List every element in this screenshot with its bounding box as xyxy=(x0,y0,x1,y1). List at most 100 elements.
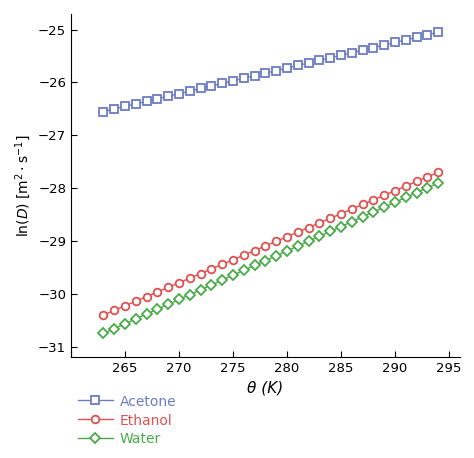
Water xyxy=(435,180,441,185)
Acetone xyxy=(349,50,355,55)
Water xyxy=(392,200,398,205)
Ethanol xyxy=(187,275,193,281)
Water xyxy=(144,311,149,317)
Water xyxy=(187,292,193,297)
Acetone xyxy=(306,60,311,65)
Acetone xyxy=(155,96,160,102)
Water xyxy=(122,321,128,327)
Water xyxy=(230,273,236,278)
Acetone xyxy=(198,86,203,91)
Acetone xyxy=(414,35,419,40)
Ethanol xyxy=(338,211,344,217)
Legend: Acetone, Ethanol, Water: Acetone, Ethanol, Water xyxy=(78,395,176,447)
Ethanol xyxy=(392,188,398,193)
Acetone xyxy=(392,40,398,45)
Ethanol xyxy=(371,197,376,202)
Acetone xyxy=(317,58,322,63)
Water xyxy=(382,204,387,210)
Water xyxy=(295,243,301,249)
Ethanol xyxy=(295,229,301,235)
Ethanol xyxy=(317,220,322,226)
Water xyxy=(371,209,376,215)
Ethanol xyxy=(414,179,419,184)
Ethanol xyxy=(349,207,355,212)
Acetone xyxy=(263,71,268,76)
Acetone xyxy=(284,65,290,71)
Water xyxy=(111,326,117,331)
Water xyxy=(100,331,106,336)
Water xyxy=(198,287,203,293)
Water xyxy=(133,316,139,322)
Acetone xyxy=(403,37,409,43)
Ethanol xyxy=(306,225,311,230)
Line: Acetone: Acetone xyxy=(100,28,442,115)
Ethanol xyxy=(122,303,128,309)
Ethanol xyxy=(176,280,182,285)
Water xyxy=(219,277,225,283)
Water xyxy=(338,224,344,229)
Acetone xyxy=(133,101,139,107)
Water xyxy=(414,190,419,195)
Line: Water: Water xyxy=(100,179,442,337)
Line: Ethanol: Ethanol xyxy=(100,169,442,319)
Water xyxy=(403,195,409,200)
Water xyxy=(252,263,257,268)
Ethanol xyxy=(328,216,333,221)
Water xyxy=(263,258,268,263)
Water xyxy=(176,297,182,302)
Ethanol xyxy=(209,266,214,272)
Ethanol xyxy=(155,289,160,294)
Acetone xyxy=(144,98,149,104)
Acetone xyxy=(338,53,344,58)
Water xyxy=(349,219,355,224)
Acetone xyxy=(295,63,301,68)
Water xyxy=(360,214,365,219)
Acetone xyxy=(187,88,193,94)
Ethanol xyxy=(100,312,106,318)
Acetone xyxy=(219,81,225,86)
Ethanol xyxy=(360,202,365,207)
Ethanol xyxy=(273,239,279,244)
Acetone xyxy=(273,68,279,73)
Acetone xyxy=(328,55,333,60)
Ethanol xyxy=(230,257,236,262)
Acetone xyxy=(425,32,430,38)
Acetone xyxy=(252,73,257,78)
Ethanol xyxy=(382,192,387,198)
Acetone xyxy=(435,29,441,35)
Water xyxy=(284,248,290,254)
Water xyxy=(425,185,430,191)
Water xyxy=(209,282,214,288)
Water xyxy=(328,229,333,234)
Ethanol xyxy=(144,294,149,299)
Ethanol xyxy=(435,169,441,175)
Water xyxy=(241,267,246,273)
Ethanol xyxy=(403,183,409,189)
Acetone xyxy=(122,104,128,109)
Acetone xyxy=(111,106,117,112)
Acetone xyxy=(241,76,246,81)
Ethanol xyxy=(111,308,117,313)
Ethanol xyxy=(133,299,139,304)
Acetone xyxy=(100,109,106,114)
Ethanol xyxy=(219,262,225,267)
Water xyxy=(306,239,311,244)
Ethanol xyxy=(198,271,203,276)
Ethanol xyxy=(252,248,257,253)
Ethanol xyxy=(241,252,246,258)
Water xyxy=(165,301,171,307)
Water xyxy=(155,306,160,312)
Ethanol xyxy=(165,284,171,290)
X-axis label: θ (K): θ (K) xyxy=(247,381,283,396)
Acetone xyxy=(382,42,387,48)
Acetone xyxy=(371,45,376,50)
Acetone xyxy=(176,91,182,96)
Ethanol xyxy=(263,243,268,249)
Acetone xyxy=(360,47,365,53)
Water xyxy=(273,253,279,258)
Ethanol xyxy=(425,174,430,180)
Acetone xyxy=(230,78,236,83)
Acetone xyxy=(165,93,171,99)
Acetone xyxy=(209,83,214,89)
Ethanol xyxy=(284,234,290,240)
